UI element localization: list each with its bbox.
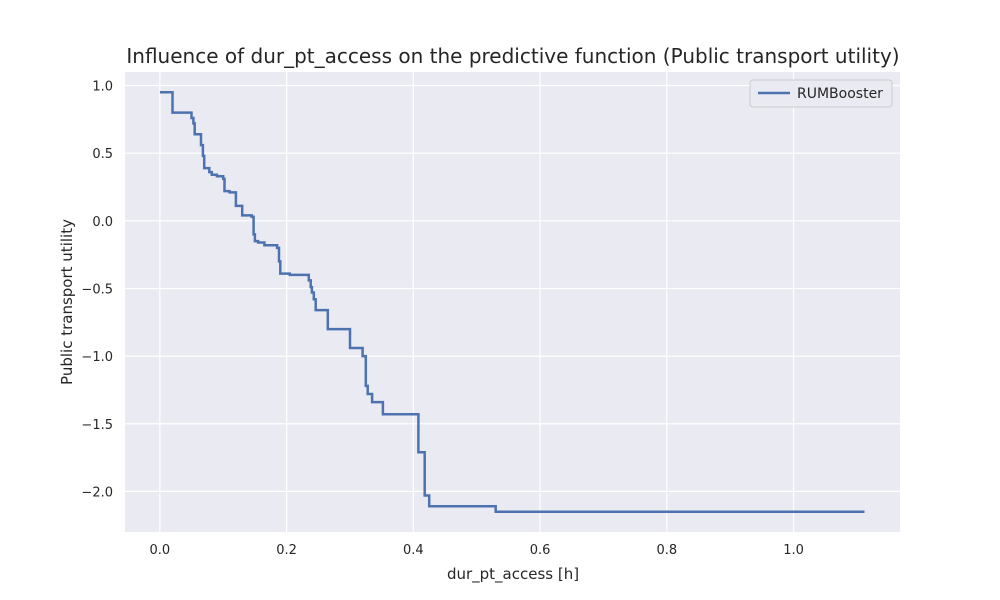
y-tick-label: −1.5	[81, 418, 113, 433]
grid	[125, 72, 900, 532]
plot-area	[125, 72, 900, 532]
y-tick-label: −0.5	[81, 282, 113, 297]
y-axis-ticks: 1.0 0.5 0.0 −0.5 −1.0 −1.5 −2.0	[81, 80, 113, 501]
y-tick-label: 0.5	[92, 147, 113, 162]
legend: RUMBooster	[749, 79, 893, 108]
x-tick-label: 0.4	[403, 543, 424, 558]
legend-box	[749, 79, 893, 108]
legend-label: RUMBooster	[797, 86, 883, 102]
x-tick-label: 0.2	[276, 543, 297, 558]
chart-title: Influence of dur_pt_access on the predic…	[126, 44, 899, 68]
y-tick-label: 1.0	[92, 80, 113, 95]
y-tick-label: −2.0	[81, 485, 113, 500]
x-tick-label: 0.8	[656, 543, 677, 558]
y-axis-label: Public transport utility	[58, 219, 76, 385]
series-line-rumbooster	[159, 91, 865, 513]
y-tick-label: 0.0	[92, 215, 113, 230]
x-tick-label: 0.0	[150, 543, 171, 558]
x-tick-label: 1.0	[783, 543, 804, 558]
x-axis-label: dur_pt_access [h]	[447, 565, 579, 584]
y-tick-label: −1.0	[81, 350, 113, 365]
x-tick-label: 0.6	[530, 543, 551, 558]
x-axis-ticks: 0.0 0.2 0.4 0.6 0.8 1.0	[150, 543, 804, 558]
